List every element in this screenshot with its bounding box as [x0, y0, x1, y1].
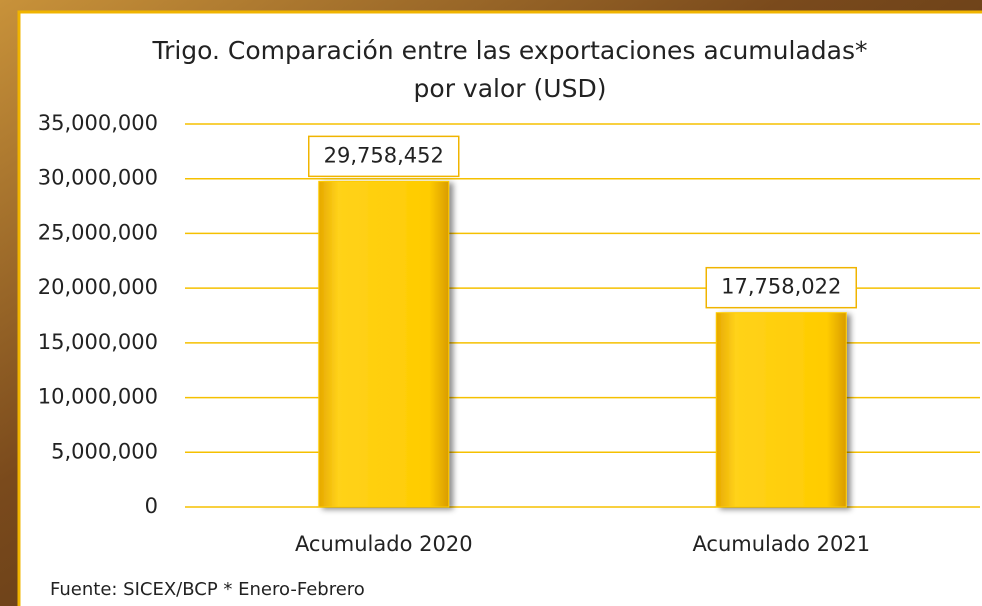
- data-label: 29,758,452: [324, 143, 444, 167]
- bar: [319, 181, 449, 507]
- chart: Trigo. Comparación entre las exportacion…: [0, 0, 982, 606]
- x-tick-label: Acumulado 2020: [295, 532, 473, 556]
- data-label: 17,758,022: [721, 275, 841, 299]
- y-tick-label: 20,000,000: [38, 275, 158, 299]
- chart-title: Trigo. Comparación entre las exportacion…: [151, 36, 867, 65]
- x-tick-label: Acumulado 2021: [692, 532, 870, 556]
- y-tick-label: 5,000,000: [51, 439, 158, 463]
- y-tick-label: 35,000,000: [38, 111, 158, 135]
- y-tick-label: 15,000,000: [38, 330, 158, 354]
- y-tick-label: 30,000,000: [38, 166, 158, 190]
- y-tick-label: 0: [145, 494, 158, 518]
- chart-title: por valor (USD): [414, 74, 607, 103]
- page: Trigo. Comparación entre las exportacion…: [0, 0, 982, 606]
- bar: [716, 313, 846, 507]
- source-note: Fuente: SICEX/BCP * Enero-Febrero: [50, 579, 365, 600]
- y-tick-label: 25,000,000: [38, 220, 158, 244]
- y-tick-label: 10,000,000: [38, 385, 158, 409]
